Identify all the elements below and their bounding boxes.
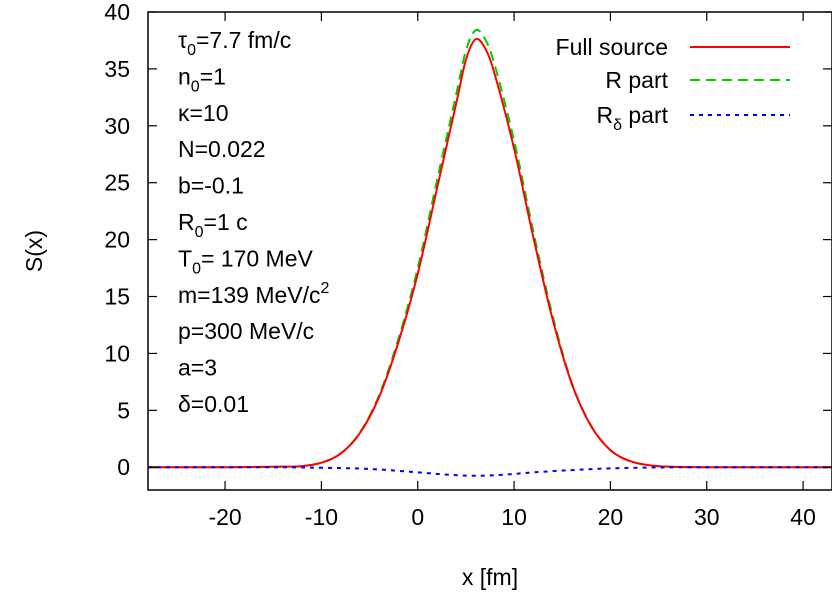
- parameter-line: T0= 170 MeV: [178, 245, 314, 277]
- legend-label: R part: [605, 67, 668, 93]
- x-tick-label: 20: [598, 504, 624, 530]
- y-tick-label: 30: [104, 113, 130, 139]
- y-tick-label: 5: [117, 397, 130, 423]
- series-layer: [148, 28, 832, 477]
- x-tick-label: 30: [694, 504, 720, 530]
- x-axis-title: x [fm]: [462, 564, 518, 590]
- parameter-line: τ0=7.7 fm/c: [178, 27, 291, 59]
- x-tick-label: -20: [208, 504, 241, 530]
- x-tick-label: 40: [790, 504, 816, 530]
- legend-label: Rδ part: [596, 102, 668, 134]
- series-line-full-source: [148, 37, 832, 469]
- parameter-line: n0=1: [178, 63, 226, 95]
- parameter-annotations: τ0=7.7 fm/c n0=1 κ=10 N=0.022 b=-0.1 R0=1 c T0…: [178, 27, 330, 417]
- legend: Full source R part Rδ part: [556, 34, 790, 134]
- y-tick-label: 25: [104, 170, 130, 196]
- plot-frame: [147, 11, 832, 491]
- parameter-line: b=-0.1: [178, 173, 244, 199]
- parameter-line: R0=1 c: [178, 209, 248, 241]
- y-tick-label: 35: [104, 56, 130, 82]
- y-axis-title: S(x): [21, 230, 47, 272]
- parameter-line: p=300 MeV/c: [178, 318, 314, 344]
- ticks-layer: -20 -10 0 10 20 30 40 0 5 10 15 20 25 30 35 40: [104, 0, 832, 530]
- y-tick-label: 0: [117, 454, 130, 480]
- y-tick-label: 15: [104, 284, 130, 310]
- x-tick-label: 0: [411, 504, 424, 530]
- parameter-line: κ=10: [178, 100, 229, 126]
- y-tick-label: 10: [104, 340, 130, 366]
- parameter-line: δ=0.01: [178, 391, 249, 417]
- legend-label: Full source: [556, 34, 668, 60]
- x-tick-label: 10: [501, 504, 527, 530]
- parameter-line: a=3: [178, 355, 217, 381]
- x-tick-label: -10: [305, 504, 338, 530]
- parameter-line: N=0.022: [178, 136, 266, 162]
- y-tick-label: 20: [104, 227, 130, 253]
- parameter-line: m=139 MeV/c2: [178, 280, 330, 308]
- y-tick-label: 40: [104, 0, 130, 25]
- series-line-r-delta-part: [148, 466, 832, 477]
